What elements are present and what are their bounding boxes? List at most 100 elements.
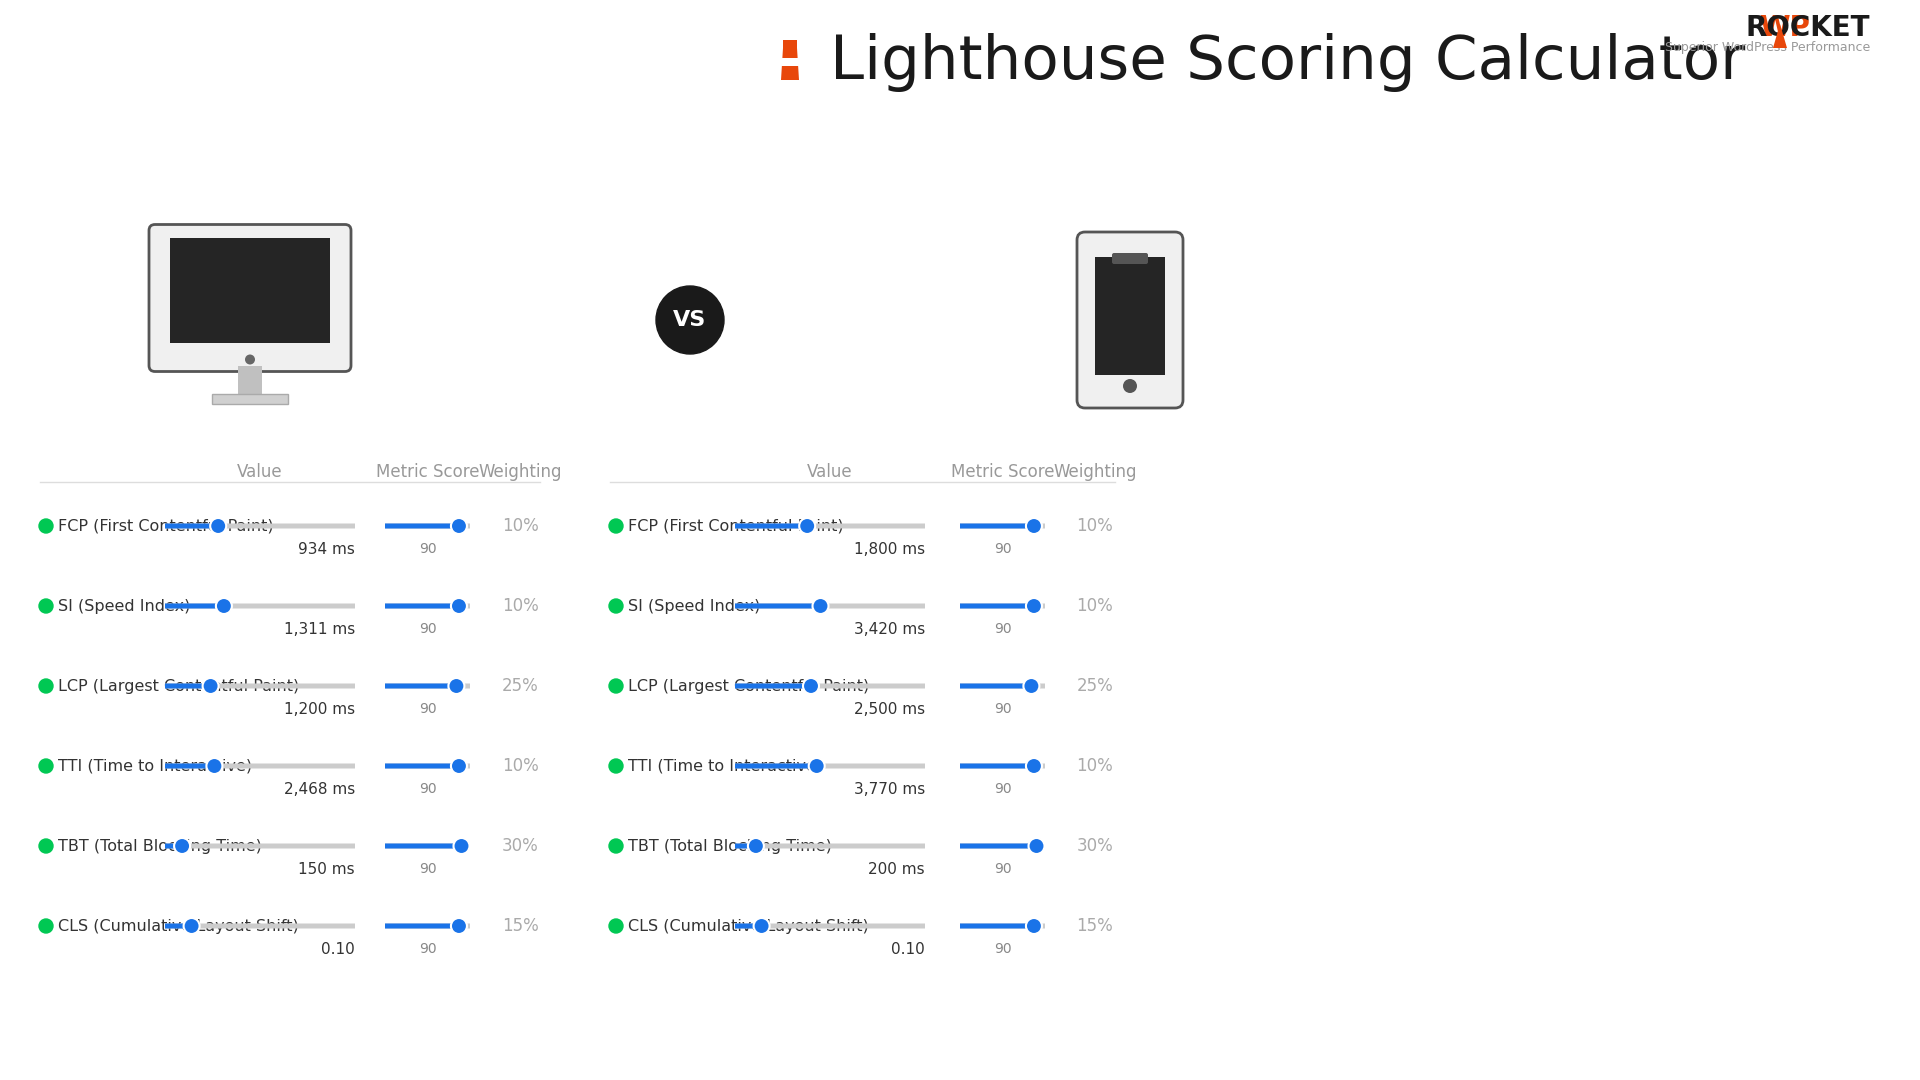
FancyBboxPatch shape bbox=[165, 843, 182, 849]
Text: 1,200 ms: 1,200 ms bbox=[284, 702, 355, 717]
FancyBboxPatch shape bbox=[735, 524, 806, 528]
Circle shape bbox=[38, 519, 54, 534]
Text: Metric Score: Metric Score bbox=[950, 463, 1054, 481]
FancyBboxPatch shape bbox=[386, 923, 459, 929]
FancyBboxPatch shape bbox=[386, 684, 470, 689]
FancyBboxPatch shape bbox=[735, 604, 925, 608]
FancyBboxPatch shape bbox=[960, 923, 1044, 929]
Circle shape bbox=[38, 679, 54, 693]
Text: 10%: 10% bbox=[1077, 597, 1114, 615]
FancyBboxPatch shape bbox=[165, 524, 219, 528]
Bar bbox=[171, 238, 330, 342]
FancyBboxPatch shape bbox=[386, 764, 470, 769]
Circle shape bbox=[609, 599, 622, 613]
Circle shape bbox=[799, 518, 816, 534]
Text: 90: 90 bbox=[995, 862, 1012, 876]
FancyBboxPatch shape bbox=[165, 843, 355, 849]
Text: 0.10: 0.10 bbox=[891, 942, 925, 957]
Circle shape bbox=[204, 678, 219, 694]
Text: 10%: 10% bbox=[501, 517, 538, 535]
Text: 200 ms: 200 ms bbox=[868, 862, 925, 877]
FancyBboxPatch shape bbox=[1077, 232, 1183, 408]
Polygon shape bbox=[781, 48, 799, 80]
FancyBboxPatch shape bbox=[735, 684, 810, 689]
Circle shape bbox=[803, 678, 820, 694]
FancyBboxPatch shape bbox=[386, 843, 470, 849]
Text: 90: 90 bbox=[419, 862, 436, 876]
Text: 0.10: 0.10 bbox=[321, 942, 355, 957]
FancyBboxPatch shape bbox=[165, 684, 355, 689]
Circle shape bbox=[38, 919, 54, 933]
Circle shape bbox=[215, 598, 232, 615]
Text: TTI (Time to Interactive): TTI (Time to Interactive) bbox=[628, 758, 822, 773]
FancyBboxPatch shape bbox=[735, 764, 816, 769]
FancyBboxPatch shape bbox=[960, 684, 1031, 689]
Text: 90: 90 bbox=[419, 622, 436, 636]
Text: FCP (First Contentful Paint): FCP (First Contentful Paint) bbox=[628, 518, 843, 534]
Circle shape bbox=[609, 919, 622, 933]
FancyBboxPatch shape bbox=[960, 923, 1035, 929]
Text: TTI (Time to Interactive): TTI (Time to Interactive) bbox=[58, 758, 252, 773]
Circle shape bbox=[1025, 918, 1043, 934]
FancyBboxPatch shape bbox=[960, 764, 1044, 769]
Circle shape bbox=[609, 679, 622, 693]
FancyBboxPatch shape bbox=[386, 524, 470, 528]
FancyBboxPatch shape bbox=[1112, 253, 1148, 264]
Circle shape bbox=[1029, 838, 1044, 854]
FancyBboxPatch shape bbox=[960, 764, 1035, 769]
Text: Metric Score: Metric Score bbox=[376, 463, 480, 481]
Text: VS: VS bbox=[674, 310, 707, 330]
Text: 90: 90 bbox=[995, 942, 1012, 956]
Circle shape bbox=[451, 758, 467, 774]
Text: 90: 90 bbox=[995, 782, 1012, 796]
Text: WP: WP bbox=[1759, 14, 1811, 42]
FancyBboxPatch shape bbox=[165, 923, 192, 929]
FancyBboxPatch shape bbox=[735, 524, 925, 528]
Text: CLS (Cumulative Layout Shift): CLS (Cumulative Layout Shift) bbox=[58, 918, 300, 933]
Circle shape bbox=[449, 678, 465, 694]
Circle shape bbox=[1023, 678, 1039, 694]
FancyBboxPatch shape bbox=[386, 604, 470, 608]
FancyBboxPatch shape bbox=[735, 843, 925, 849]
Circle shape bbox=[451, 598, 467, 615]
FancyBboxPatch shape bbox=[386, 604, 459, 608]
Text: 10%: 10% bbox=[1077, 517, 1114, 535]
FancyBboxPatch shape bbox=[165, 524, 355, 528]
Text: 15%: 15% bbox=[501, 917, 538, 935]
Text: 90: 90 bbox=[995, 622, 1012, 636]
Text: SI (Speed Index): SI (Speed Index) bbox=[58, 598, 190, 613]
Circle shape bbox=[451, 518, 467, 534]
FancyBboxPatch shape bbox=[165, 764, 215, 769]
Circle shape bbox=[1025, 598, 1043, 615]
FancyBboxPatch shape bbox=[386, 524, 459, 528]
Text: 10%: 10% bbox=[501, 757, 538, 775]
Text: 2,500 ms: 2,500 ms bbox=[854, 702, 925, 717]
Text: CLS (Cumulative Layout Shift): CLS (Cumulative Layout Shift) bbox=[628, 918, 868, 933]
Circle shape bbox=[753, 918, 770, 934]
Circle shape bbox=[1123, 379, 1137, 393]
FancyBboxPatch shape bbox=[165, 923, 355, 929]
FancyBboxPatch shape bbox=[165, 604, 225, 608]
FancyBboxPatch shape bbox=[735, 764, 925, 769]
Text: FCP (First Contentful Paint): FCP (First Contentful Paint) bbox=[58, 518, 275, 534]
FancyBboxPatch shape bbox=[960, 524, 1035, 528]
Text: 90: 90 bbox=[419, 542, 436, 556]
Text: 90: 90 bbox=[995, 702, 1012, 716]
Circle shape bbox=[609, 759, 622, 773]
Text: 10%: 10% bbox=[501, 597, 538, 615]
Text: 90: 90 bbox=[995, 542, 1012, 556]
Circle shape bbox=[749, 838, 764, 854]
Polygon shape bbox=[781, 58, 799, 66]
Text: 3,420 ms: 3,420 ms bbox=[854, 622, 925, 637]
FancyBboxPatch shape bbox=[150, 225, 351, 372]
Text: TBT (Total Blocking Time): TBT (Total Blocking Time) bbox=[628, 838, 831, 853]
Text: LCP (Largest Contentful Paint): LCP (Largest Contentful Paint) bbox=[628, 678, 870, 693]
Bar bbox=[1094, 257, 1165, 375]
FancyBboxPatch shape bbox=[735, 923, 925, 929]
Circle shape bbox=[609, 839, 622, 853]
Polygon shape bbox=[1772, 24, 1788, 48]
Circle shape bbox=[1025, 518, 1043, 534]
Text: 90: 90 bbox=[419, 702, 436, 716]
FancyBboxPatch shape bbox=[386, 764, 459, 769]
Bar bbox=[238, 365, 261, 393]
